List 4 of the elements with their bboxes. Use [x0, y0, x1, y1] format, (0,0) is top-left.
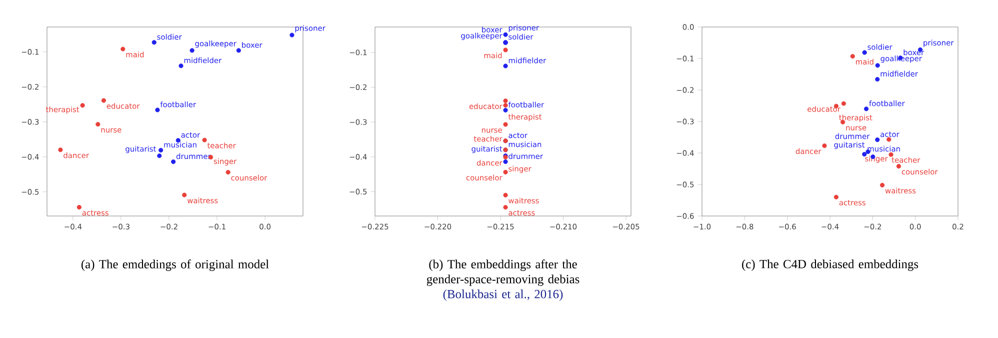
- text: (b) The embeddings after the gender-space-removing debias: [426, 260, 580, 286]
- text: (a) The emdedings of original model: [81, 260, 269, 271]
- text: (Bolukbasi et al., 2016): [443, 290, 563, 301]
- text: (c) The C4D debiased embeddings: [742, 260, 918, 271]
